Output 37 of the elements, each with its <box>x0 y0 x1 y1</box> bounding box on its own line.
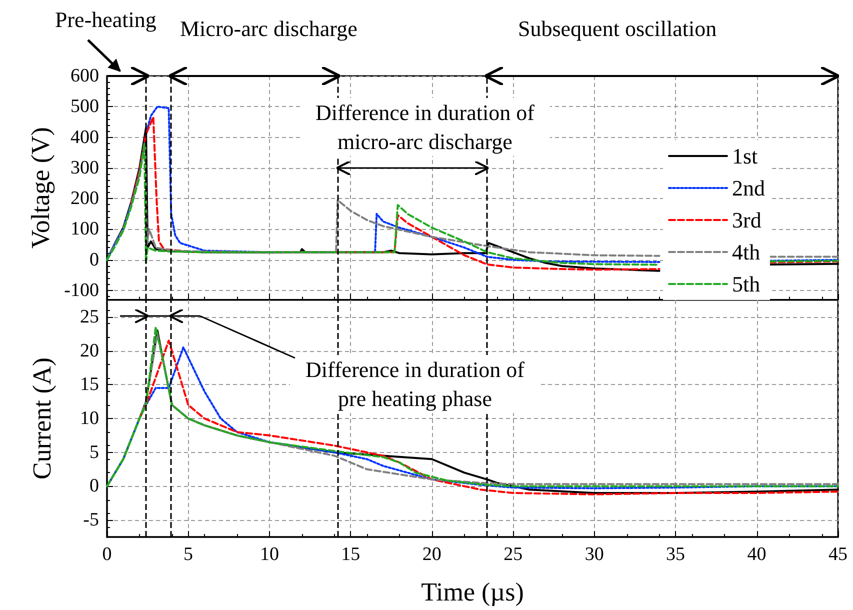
legend-label: 3rd <box>732 208 762 232</box>
y-axis-title: Voltage (V) <box>26 127 55 249</box>
y-tick-label: 0 <box>90 249 99 270</box>
y-tick-label: -5 <box>83 510 99 531</box>
y-tick-label: -100 <box>64 280 99 301</box>
y-tick-label: 100 <box>70 218 99 240</box>
x-tick-label: 35 <box>666 544 686 565</box>
y-tick-label: 400 <box>70 126 99 148</box>
x-tick-label: 25 <box>504 544 523 565</box>
y-tick-label: 600 <box>70 66 99 86</box>
legend-label: 4th <box>732 240 760 264</box>
x-tick-label: 40 <box>747 544 766 565</box>
x-tick-label: 5 <box>183 544 193 565</box>
y-tick-label: 0 <box>90 476 99 497</box>
text: Micro-arc discharge <box>180 15 358 43</box>
x-axis-title: Time (µs) <box>421 578 524 606</box>
y-tick-label: 25 <box>80 306 99 328</box>
annotation: Difference in duration of micro-arc discharge <box>300 98 550 156</box>
y-tick-label: 300 <box>70 157 99 178</box>
x-tick-label: 10 <box>260 544 279 565</box>
y-tick-label: 10 <box>80 408 99 429</box>
y-tick-label: 5 <box>90 442 99 463</box>
text: Pre-heating <box>55 7 156 32</box>
y-tick-label: 200 <box>70 188 99 210</box>
y-axis-title: Current (A) <box>28 357 56 480</box>
legend-label: 1st <box>732 144 758 168</box>
x-tick-label: 15 <box>341 544 360 565</box>
x-tick-label: 45 <box>828 544 848 565</box>
y-tick-label: 500 <box>70 96 99 118</box>
annotation: Difference in duration of pre heating phase <box>290 355 540 413</box>
legend-label: 5th <box>732 272 760 296</box>
y-tick-label: 20 <box>80 340 99 362</box>
x-tick-label: 20 <box>422 544 442 565</box>
legend-label: 2nd <box>732 176 765 200</box>
x-tick-label: 30 <box>584 544 604 565</box>
y-tick-label: 15 <box>80 374 99 396</box>
text: Subsequent oscillation <box>518 15 718 43</box>
